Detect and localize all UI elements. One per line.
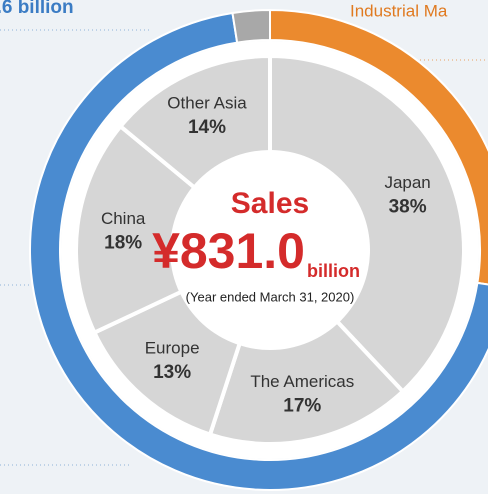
value-label: 14%: [188, 117, 226, 138]
annotation: Industrial Ma: [350, 1, 448, 20]
center-disc: [170, 150, 370, 350]
value-label: 13%: [153, 362, 191, 383]
total-label: ¥831.0: [152, 223, 305, 279]
outer-segment: [231, 8, 271, 44]
total-unit: billion: [307, 261, 360, 281]
subtitle: (Year ended March 31, 2020): [186, 289, 355, 304]
pie-segment: [268, 53, 466, 395]
category-label: Japan: [384, 173, 430, 192]
category-label: Europe: [145, 339, 200, 358]
category-label: China: [101, 209, 146, 228]
value-label: 17%: [283, 395, 321, 416]
annotation: 0.6 billion: [0, 0, 74, 18]
value-label: 38%: [389, 197, 427, 218]
outer-segment: [29, 11, 488, 491]
value-label: 18%: [104, 232, 142, 253]
category-label: Other Asia: [167, 94, 247, 113]
outer-segment: [269, 8, 488, 286]
chart-title: Sales: [231, 187, 309, 220]
category-label: The Americas: [250, 372, 354, 391]
